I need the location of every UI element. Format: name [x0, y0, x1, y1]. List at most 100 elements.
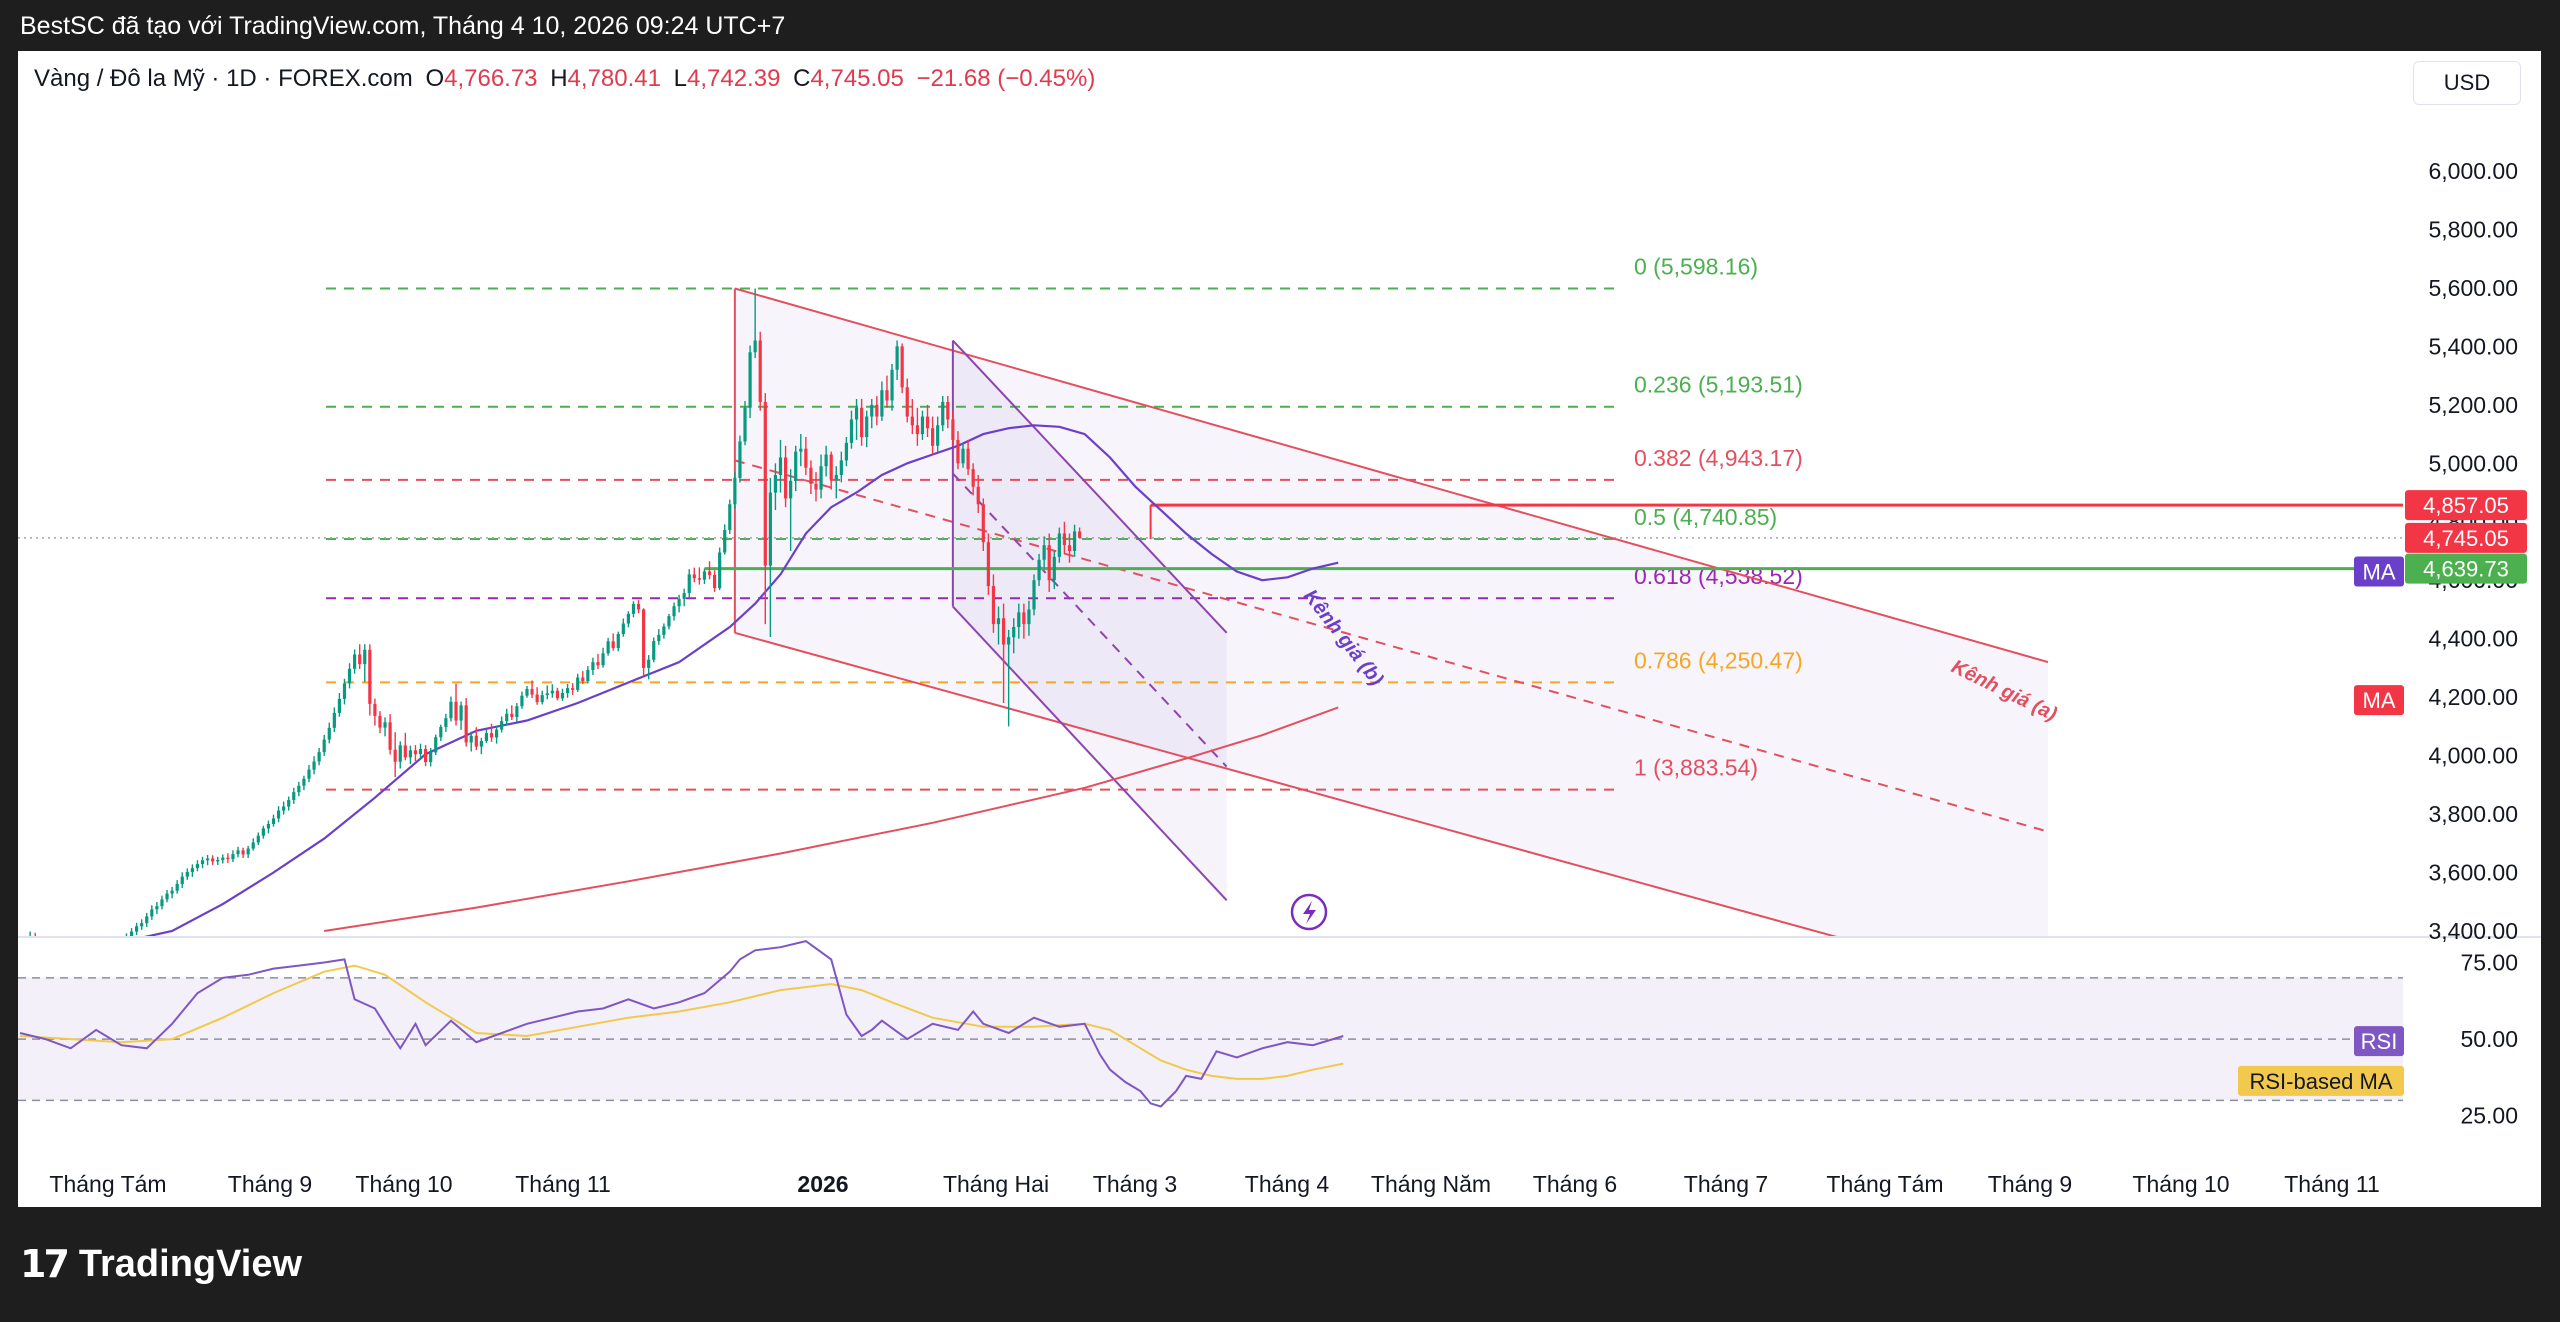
candle: [358, 644, 362, 670]
candle-body: [424, 748, 428, 763]
channel-b-lower: [952, 605, 1228, 901]
candle-body: [733, 477, 737, 505]
candle: [180, 872, 184, 889]
candle: [155, 902, 159, 915]
candle-body: [718, 552, 722, 589]
candle-body: [150, 909, 154, 917]
candle-body: [195, 864, 200, 869]
candle-body: [758, 340, 762, 402]
candle-body: [849, 419, 854, 443]
chart-caption: BestSC đã tạo với TradingView.com, Tháng…: [20, 12, 786, 40]
candle-body: [459, 705, 463, 721]
candle: [403, 732, 407, 761]
candle: [936, 416, 940, 452]
price-tag: 4,857.05: [2405, 490, 2527, 521]
candle-body: [814, 483, 818, 490]
candle: [535, 687, 539, 705]
candle: [312, 756, 316, 775]
candle-body: [211, 858, 215, 862]
candle: [150, 905, 154, 920]
candle-body: [33, 935, 37, 936]
candle-body: [844, 442, 849, 461]
price-tag: MA: [2354, 685, 2404, 716]
candle: [266, 820, 271, 834]
ma-line: [144, 424, 1339, 936]
candle-body: [408, 750, 412, 758]
candle-body: [515, 706, 519, 718]
lightning-icon: [1290, 893, 1328, 931]
candle-body: [885, 390, 889, 401]
candle: [692, 567, 696, 583]
candle-body: [418, 748, 423, 755]
candle-body: [378, 715, 382, 728]
change-value: −21.68 (−0.45%): [916, 65, 1096, 92]
candle: [337, 693, 342, 717]
candle-body: [728, 504, 732, 530]
candle: [540, 690, 544, 705]
high-value: 4,780.41: [567, 65, 661, 92]
x-axis-label: Tháng 10: [2132, 1171, 2229, 1197]
candle-body: [991, 586, 996, 625]
candle-body: [170, 890, 174, 894]
candle-body: [647, 659, 651, 668]
candle: [165, 890, 169, 903]
candle: [743, 401, 747, 446]
candle: [160, 895, 164, 910]
candle-body: [550, 690, 554, 694]
candle-body: [327, 727, 331, 740]
candle-body: [591, 662, 595, 670]
fib-level-label: 0 (5,598.16): [1634, 253, 1758, 279]
candle-body: [616, 634, 620, 649]
candle: [804, 437, 808, 475]
candle-body: [621, 623, 625, 635]
candle: [839, 451, 843, 483]
candle-body: [535, 694, 539, 703]
candle-body: [829, 454, 833, 480]
candle: [642, 608, 646, 676]
candle: [910, 399, 914, 435]
candle: [565, 684, 570, 698]
ohlc-legend: Vàng / Đô la Mỹ · 1D · FOREX.com O4,766.…: [34, 65, 1095, 93]
candle: [783, 445, 788, 508]
candle: [221, 854, 225, 864]
y-axis-label: 5,200.00: [2428, 392, 2518, 418]
chart-canvas[interactable]: 0 (5,598.16) 0.236 (5,193.51) 0.382 (4,943…: [18, 51, 2541, 1207]
candle: [297, 781, 301, 797]
tradingview-logo[interactable]: 𝟭𝟳 TradingView: [20, 1242, 302, 1287]
candle: [586, 666, 590, 684]
candle: [854, 399, 859, 440]
candle: [1072, 524, 1077, 557]
candle-body: [986, 542, 990, 587]
chart-frame[interactable]: 0 (5,598.16) 0.236 (5,193.51) 0.382 (4,943…: [18, 51, 2541, 1207]
candle-body: [682, 593, 686, 599]
candle-body: [510, 713, 514, 718]
candle-body: [165, 893, 169, 900]
candle: [474, 727, 478, 751]
candle: [510, 705, 514, 720]
candle: [140, 919, 144, 930]
fib-level-label: 0.786 (4,250.47): [1634, 647, 1803, 673]
candle: [434, 734, 438, 756]
candle-body: [403, 745, 407, 758]
candle: [778, 439, 783, 493]
candle: [799, 434, 803, 467]
candle: [865, 410, 869, 448]
candle-body: [337, 698, 342, 713]
candle-body: [819, 466, 823, 490]
channel-b-upper: [952, 339, 1228, 634]
candle-body: [373, 703, 377, 716]
open-label: O: [425, 65, 445, 92]
channel-a-fill: [734, 288, 2048, 936]
candle-body: [494, 729, 499, 738]
candle: [875, 396, 879, 426]
candle: [596, 653, 600, 670]
candle: [824, 445, 828, 477]
candle-body: [322, 739, 326, 753]
candle: [1007, 629, 1011, 727]
currency-button[interactable]: USD: [2413, 61, 2521, 105]
candle-body: [540, 695, 544, 703]
candle: [276, 806, 281, 823]
price-tag-bg: [2405, 490, 2527, 521]
candle: [246, 845, 250, 858]
candle: [1067, 533, 1072, 563]
